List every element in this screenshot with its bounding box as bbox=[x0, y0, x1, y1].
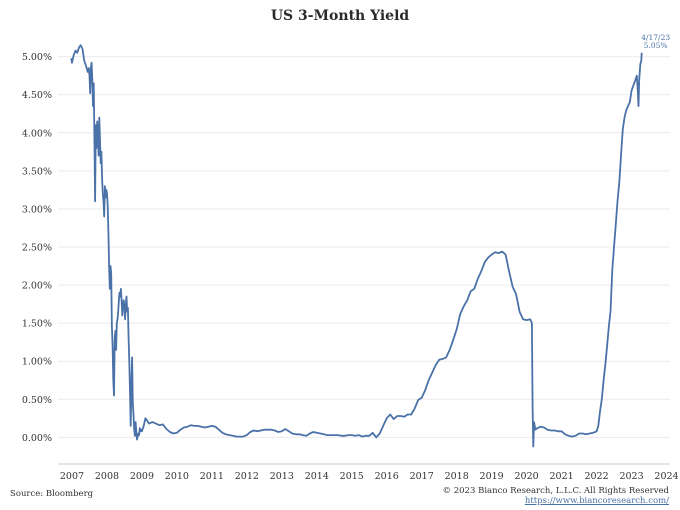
x-tick-label: 2022 bbox=[584, 471, 608, 482]
annotation-value: 5.05% bbox=[644, 41, 668, 50]
x-tick-label: 2017 bbox=[410, 471, 434, 482]
x-tick-label: 2016 bbox=[375, 471, 399, 482]
y-tick-label: 0.00% bbox=[22, 433, 52, 444]
copyright-block: © 2023 Bianco Research, L.L.C. All Right… bbox=[443, 486, 669, 506]
source-note: Source: Bloomberg bbox=[10, 489, 94, 499]
y-axis-ticks: 0.00% 0.50% 1.00% 1.50% 2.00% 2.50% 3.00% 3.50%… bbox=[22, 52, 52, 444]
x-tick-label: 2018 bbox=[445, 471, 469, 482]
x-tick-label: 2012 bbox=[235, 471, 259, 482]
annotation-date: 4/17/23 bbox=[641, 33, 670, 42]
copyright-text: © 2023 Bianco Research, L.L.C. All Right… bbox=[442, 486, 669, 496]
y-tick-label: 1.00% bbox=[22, 357, 52, 368]
y-tick-label: 2.00% bbox=[22, 281, 52, 292]
y-tick-label: 0.50% bbox=[22, 395, 52, 406]
x-tick-label: 2015 bbox=[340, 471, 364, 482]
website-link[interactable]: https://www.biancoresearch.com/ bbox=[524, 496, 669, 506]
x-tick-label: 2023 bbox=[619, 471, 643, 482]
x-tick-label: 2007 bbox=[60, 471, 84, 482]
series-line-yield bbox=[70, 44, 643, 448]
x-axis-ticks: 2007 2008 2009 2010 2011 2012 2013 2014 2015 2016… bbox=[60, 471, 679, 482]
x-tick-label: 2019 bbox=[480, 471, 504, 482]
gridlines bbox=[58, 56, 670, 438]
x-tick-label: 2008 bbox=[95, 471, 119, 482]
x-tick-label: 2011 bbox=[200, 471, 224, 482]
y-tick-label: 4.50% bbox=[22, 90, 52, 101]
y-tick-label: 2.50% bbox=[22, 243, 52, 254]
x-tick-label: 2009 bbox=[130, 471, 154, 482]
y-tick-label: 5.00% bbox=[22, 52, 52, 63]
x-tick-label: 2020 bbox=[515, 471, 539, 482]
y-tick-label: 1.50% bbox=[22, 319, 52, 330]
x-tick-label: 2024 bbox=[654, 471, 678, 482]
x-tick-label: 2021 bbox=[549, 471, 573, 482]
y-tick-label: 4.00% bbox=[22, 128, 52, 139]
y-tick-label: 3.00% bbox=[22, 204, 52, 215]
chart-title: US 3-Month Yield bbox=[270, 8, 410, 24]
x-tick-label: 2014 bbox=[305, 471, 329, 482]
y-tick-label: 3.50% bbox=[22, 166, 52, 177]
x-tick-label: 2013 bbox=[270, 471, 294, 482]
x-tick-label: 2010 bbox=[165, 471, 189, 482]
